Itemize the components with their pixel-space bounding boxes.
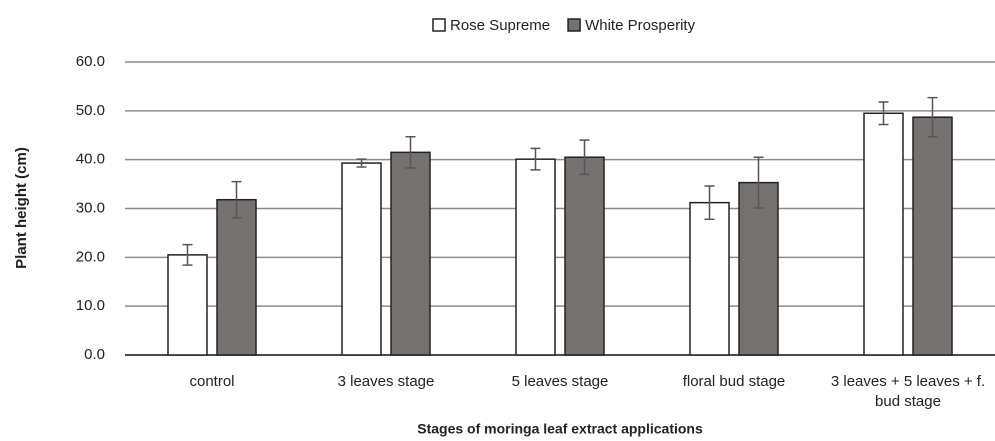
error-bar xyxy=(579,139,590,176)
legend-swatch xyxy=(567,18,581,32)
bar xyxy=(564,156,605,356)
x-tick-label: 3 leaves + 5 leaves + f. bud stage xyxy=(830,373,986,410)
legend-label: Rose Supreme xyxy=(450,17,550,34)
y-axis-title: Plant height (cm) xyxy=(13,147,30,269)
error-bar xyxy=(878,101,889,126)
bar xyxy=(689,201,730,356)
error-bar xyxy=(704,185,715,220)
legend-label: White Prosperity xyxy=(585,17,696,34)
error-bar xyxy=(927,96,938,138)
x-tick-label: 3 leaves stage xyxy=(337,373,435,390)
error-bar xyxy=(530,147,541,171)
y-tick-label: 0.0 xyxy=(84,346,105,363)
y-tick-label: 20.0 xyxy=(76,248,105,265)
y-tick-label: 30.0 xyxy=(76,199,105,216)
legend-swatch xyxy=(432,18,446,32)
x-axis-title: Stages of moringa leaf extract applicati… xyxy=(417,421,703,437)
x-tick-label: control xyxy=(189,373,235,390)
error-bar xyxy=(405,135,416,169)
error-bar xyxy=(182,243,193,266)
bar xyxy=(341,162,382,356)
y-tick-label: 50.0 xyxy=(76,102,105,119)
y-tick-label: 10.0 xyxy=(76,297,105,314)
bar xyxy=(912,116,953,356)
error-bar xyxy=(753,156,764,209)
bar xyxy=(216,198,257,356)
bar xyxy=(167,254,208,356)
bar xyxy=(738,181,779,356)
error-bar xyxy=(356,158,367,168)
error-bar xyxy=(231,180,242,219)
x-tick-label: 5 leaves stage xyxy=(511,373,609,390)
bar xyxy=(863,112,904,356)
y-tick-label: 60.0 xyxy=(76,53,105,70)
bar xyxy=(390,151,431,356)
x-tick-label: floral bud stage xyxy=(682,373,786,390)
y-tick-label: 40.0 xyxy=(76,151,105,168)
bar xyxy=(515,158,556,356)
